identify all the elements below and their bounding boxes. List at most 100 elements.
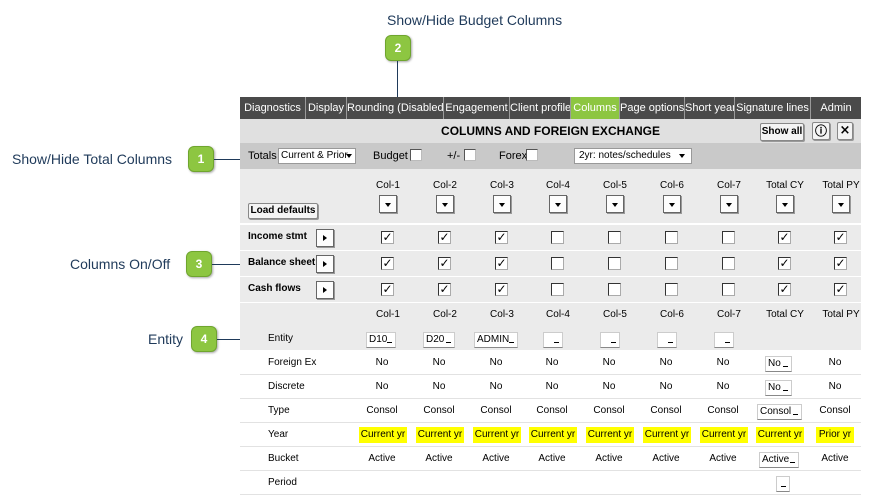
column-dropdown[interactable] — [379, 195, 397, 213]
column-checkbox[interactable]: ✓ — [381, 256, 394, 270]
column-dropdown[interactable] — [606, 195, 624, 213]
column-checkbox[interactable] — [665, 231, 678, 244]
period-select[interactable] — [776, 476, 790, 492]
column-checkbox[interactable] — [722, 283, 735, 296]
year-value[interactable]: Current yr — [473, 427, 521, 443]
info-icon[interactable]: ⓘ — [812, 122, 830, 140]
load-defaults-button[interactable]: Load defaults — [248, 203, 318, 219]
statement-row-balance: Balance sheet ✓ ✓ ✓ ✓ ✓ — [240, 250, 861, 276]
tab-client-profile[interactable]: Client profile — [510, 97, 571, 119]
column-checkbox[interactable]: ✓ — [438, 230, 451, 244]
column-dropdown[interactable] — [663, 195, 681, 213]
column-checkbox[interactable]: ✓ — [834, 256, 847, 270]
year-value[interactable]: Current yr — [359, 427, 407, 443]
column-checkbox[interactable]: ✓ — [495, 256, 508, 270]
year-value[interactable]: Current yr — [529, 427, 577, 443]
column-dropdown[interactable] — [493, 195, 511, 213]
tab-columns[interactable]: Columns — [571, 97, 620, 119]
tab-page-options[interactable]: Page options — [620, 97, 685, 119]
column-checkbox[interactable]: ✓ — [495, 230, 508, 244]
tab-display[interactable]: Display — [306, 97, 347, 119]
cell-value: No — [545, 381, 559, 392]
entity-select[interactable]: D20 — [423, 332, 455, 348]
column-checkbox[interactable] — [551, 283, 564, 296]
column-dropdown[interactable] — [720, 195, 738, 213]
entity-select[interactable] — [657, 332, 677, 348]
column-checkbox[interactable] — [608, 257, 621, 270]
tab-diagnostics[interactable]: Diagnostics — [240, 97, 306, 119]
year-value[interactable]: Current yr — [416, 427, 464, 443]
cell-value: No — [716, 381, 730, 392]
cell-value: Consol — [480, 405, 512, 416]
column-header: Col-1 — [376, 180, 400, 191]
tab-rounding[interactable]: Rounding (Disabled) — [347, 97, 444, 119]
column-dropdown[interactable] — [776, 195, 794, 213]
entity-select[interactable] — [543, 332, 563, 348]
entity-select[interactable] — [600, 332, 620, 348]
year-value[interactable]: Current yr — [756, 427, 804, 443]
year-value[interactable]: Current yr — [586, 427, 634, 443]
totals-select-value: Current & Prior — [281, 150, 348, 161]
column-checkbox[interactable]: ✓ — [778, 230, 791, 244]
totals-select[interactable]: Current & Prior — [278, 148, 356, 164]
callout-badge-totals: 1 — [188, 146, 214, 172]
column-checkbox[interactable] — [608, 231, 621, 244]
statement-row-income: Income stmt ✓ ✓ ✓ ✓ ✓ — [240, 224, 861, 250]
column-checkbox[interactable]: ✓ — [381, 282, 394, 296]
column-header: Col-2 — [433, 180, 457, 191]
bucket-select[interactable]: Active — [759, 452, 799, 468]
column-header: Col-4 — [546, 180, 570, 191]
column-checkbox[interactable]: ✓ — [438, 256, 451, 270]
column-checkbox[interactable]: ✓ — [778, 256, 791, 270]
column-checkbox[interactable]: ✓ — [834, 282, 847, 296]
notes-select-value: 2yr: notes/schedules — [579, 150, 671, 161]
tab-engagement[interactable]: Engagement — [444, 97, 510, 119]
entity-select[interactable]: D10 — [366, 332, 396, 348]
callout-label-budget: Show/Hide Budget Columns — [387, 12, 563, 28]
notes-schedules-select[interactable]: 2yr: notes/schedules — [574, 148, 692, 164]
expand-arrow-button[interactable] — [316, 229, 334, 247]
column-checkbox[interactable]: ✓ — [381, 230, 394, 244]
column-checkbox[interactable] — [722, 257, 735, 270]
column-checkbox[interactable] — [551, 257, 564, 270]
year-value[interactable]: Prior yr — [816, 427, 854, 443]
column-checkbox[interactable]: ✓ — [834, 230, 847, 244]
show-all-button[interactable]: Show all — [760, 123, 804, 141]
discrete-select[interactable]: No — [765, 380, 792, 396]
column-dropdown[interactable] — [436, 195, 454, 213]
type-select[interactable]: Consol — [757, 404, 802, 420]
cell-value: Active — [709, 453, 737, 464]
row-label: Entity — [268, 333, 294, 344]
column-checkbox[interactable] — [551, 231, 564, 244]
year-value[interactable]: Current yr — [643, 427, 691, 443]
column-dropdown[interactable] — [549, 195, 567, 213]
statement-row-cashflows: Cash flows ✓ ✓ ✓ ✓ ✓ — [240, 276, 861, 302]
forex-checkbox[interactable] — [526, 149, 538, 161]
close-icon[interactable]: × — [837, 122, 853, 140]
tab-short-year[interactable]: Short year — [685, 97, 735, 119]
budget-checkbox[interactable] — [410, 149, 422, 161]
column-checkbox[interactable]: ✓ — [438, 282, 451, 296]
column-checkbox[interactable]: ✓ — [778, 282, 791, 296]
callout-line-entity — [217, 339, 259, 340]
statement-label: Cash flows — [248, 283, 301, 294]
column-dropdown[interactable] — [832, 195, 850, 213]
year-value[interactable]: Current yr — [700, 427, 748, 443]
entity-select[interactable]: ADMIN — [474, 332, 518, 348]
foreign-ex-select[interactable]: No — [765, 356, 792, 372]
entity-value: D20 — [426, 334, 445, 345]
column-checkbox[interactable]: ✓ — [495, 282, 508, 296]
plusminus-checkbox[interactable] — [464, 149, 476, 161]
title-bar: COLUMNS AND FOREIGN EXCHANGE Show all ⓘ … — [240, 119, 861, 143]
tab-signature-lines[interactable]: Signature lines — [735, 97, 811, 119]
row-label: Foreign Ex — [268, 357, 317, 368]
column-checkbox[interactable] — [722, 231, 735, 244]
tab-admin[interactable]: Admin — [811, 97, 861, 119]
expand-arrow-button[interactable] — [316, 281, 334, 299]
entity-select[interactable] — [714, 332, 734, 348]
column-checkbox[interactable] — [665, 257, 678, 270]
column-checkbox[interactable] — [608, 283, 621, 296]
expand-arrow-button[interactable] — [316, 255, 334, 273]
column-checkbox[interactable] — [665, 283, 678, 296]
cell-value: Active — [762, 454, 790, 465]
